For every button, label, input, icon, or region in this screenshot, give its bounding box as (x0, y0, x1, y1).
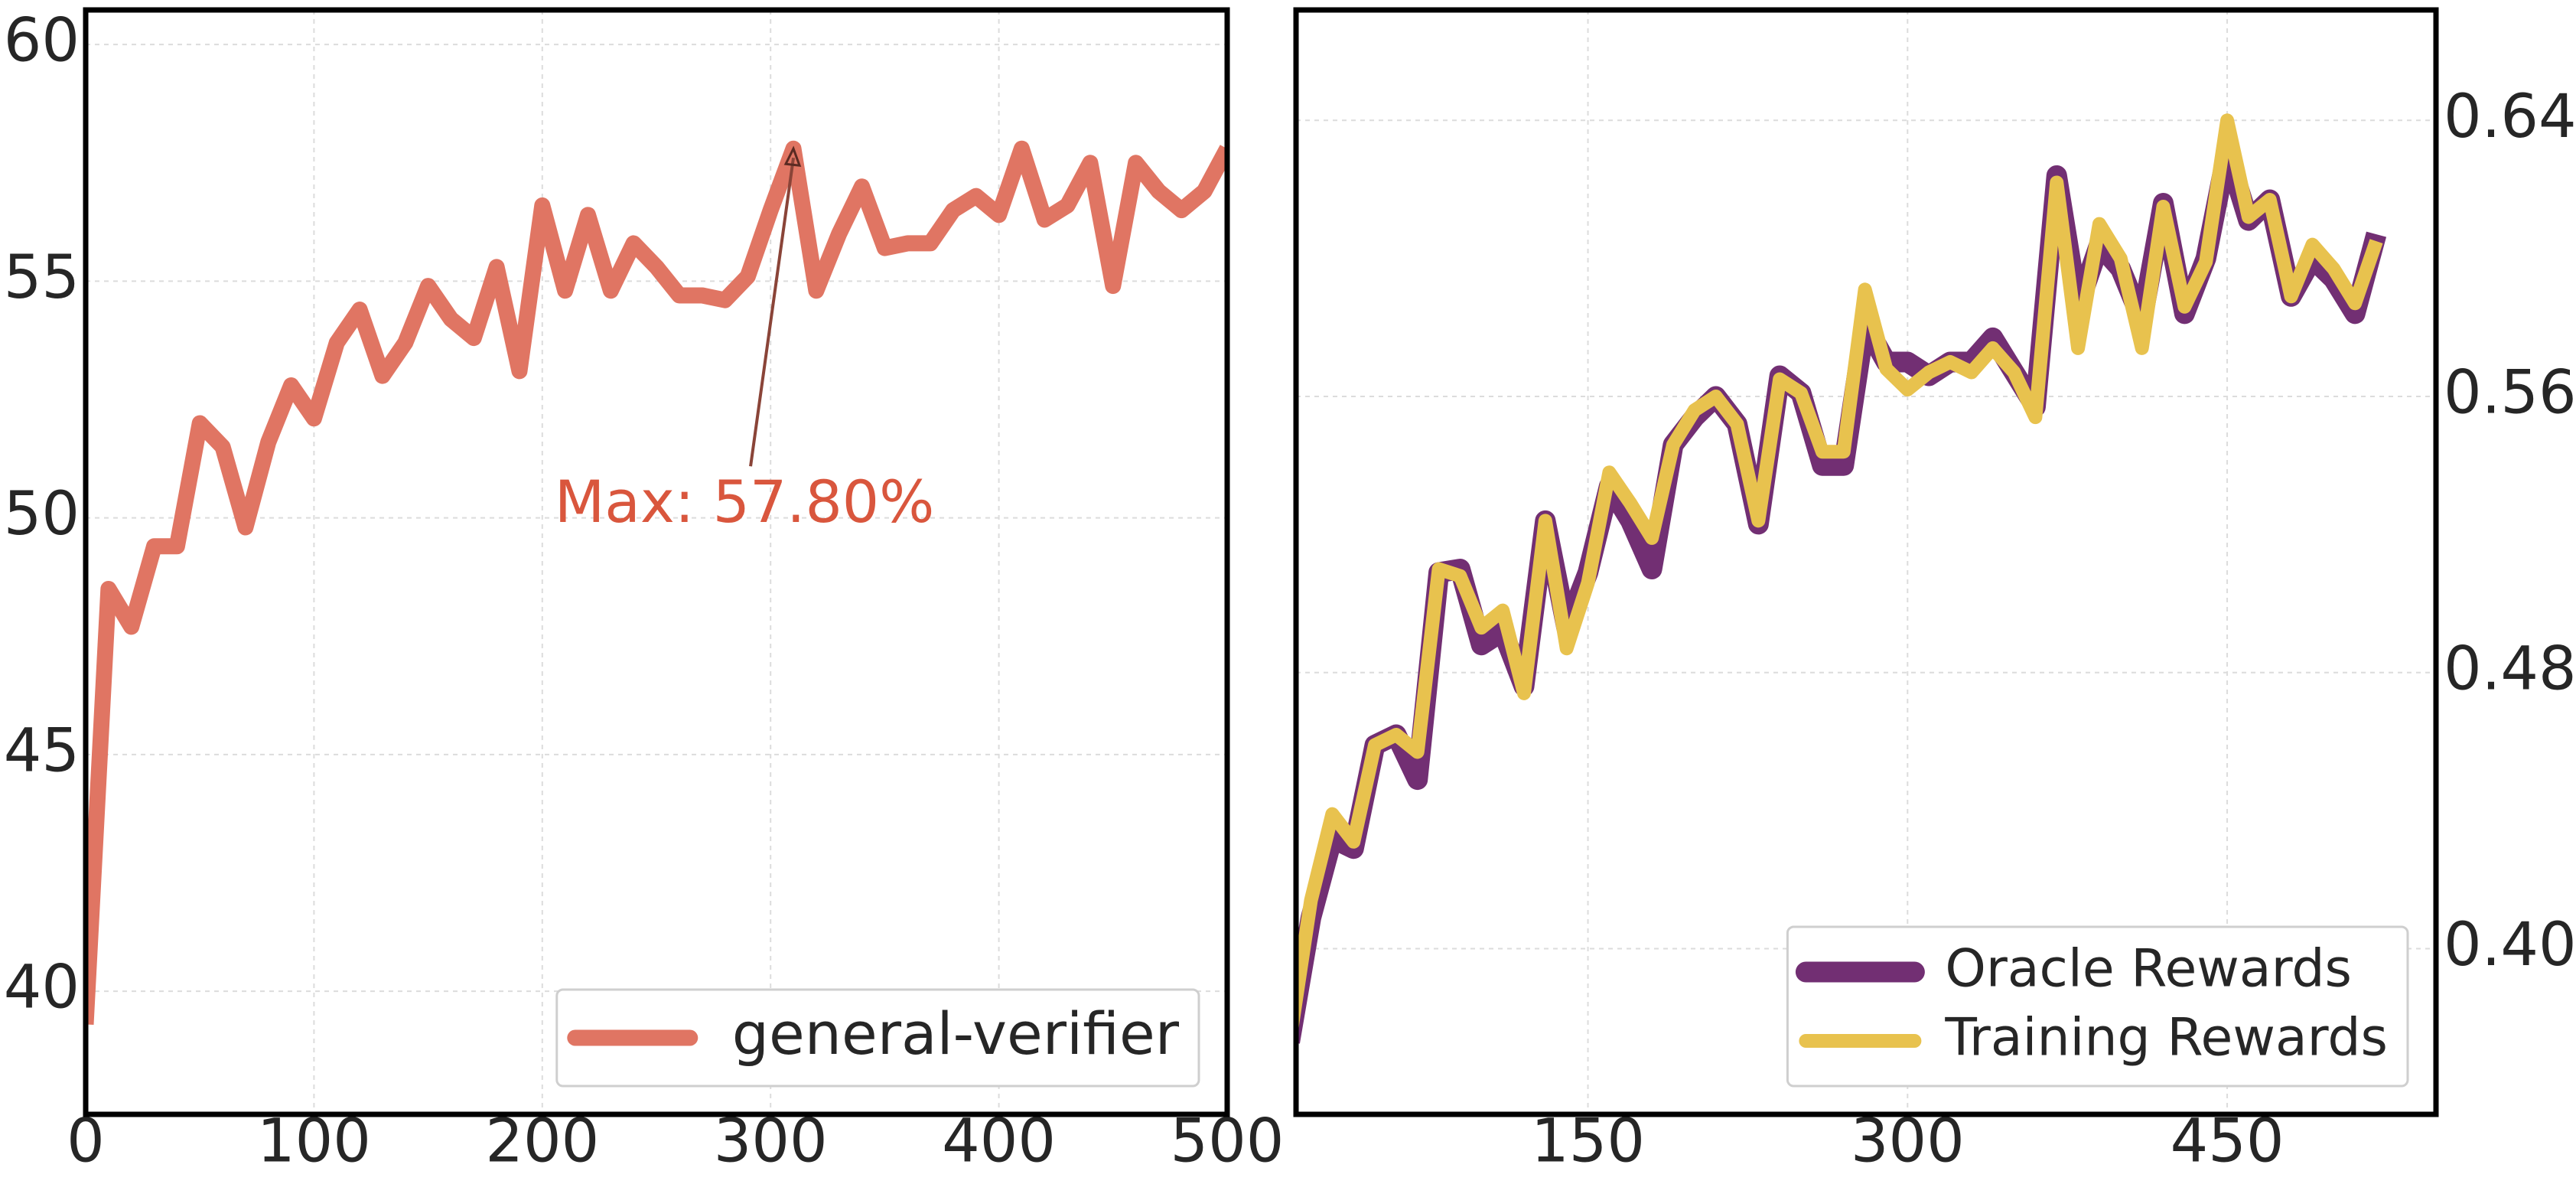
axes-frame (83, 7, 1230, 1117)
plot-area (86, 140, 1227, 1026)
x-tick-label: 400 (942, 1107, 1056, 1176)
x-tick-label: 100 (257, 1107, 371, 1176)
annotation-arrow (749, 157, 796, 467)
annotation-text: Max: 57.80% (555, 468, 935, 536)
y-tick-label: 40 (4, 954, 80, 1023)
legend-label: general-verifier (732, 1000, 1180, 1068)
x-tick-label: 300 (1851, 1107, 1965, 1176)
x-tick-label: 150 (1531, 1107, 1645, 1176)
annotation-arrowhead (783, 145, 802, 167)
y-tick-label: 45 (4, 716, 80, 785)
y-tick-label: 0.64 (2444, 83, 2576, 152)
legend-box (555, 988, 1200, 1088)
data-line (1296, 113, 2383, 1043)
legend: Oracle Rewards Training Rewards (1786, 925, 2409, 1088)
x-tick-label: 200 (485, 1107, 599, 1176)
y-tick-label: 60 (4, 7, 80, 76)
x-tick-label: 300 (714, 1107, 828, 1176)
y-tick-label: 0.48 (2444, 634, 2576, 703)
y-tick-label: 0.56 (2444, 359, 2576, 428)
plot-area (1296, 113, 2387, 1044)
legend-label: Training Rewards (1944, 1008, 2388, 1068)
x-tick-label: 500 (1171, 1107, 1285, 1176)
y-tick-label: 0.40 (2444, 911, 2576, 980)
axes-frame (1293, 7, 2439, 1117)
data-line (86, 140, 1227, 1026)
x-tick-label: 450 (2171, 1107, 2285, 1176)
x-tick-label: 0 (67, 1107, 105, 1176)
y-tick-label: 50 (4, 480, 80, 549)
legend-label: Oracle Rewards (1945, 939, 2352, 1000)
legend: general-verifier (555, 988, 1200, 1088)
legend-box (1786, 925, 2409, 1088)
y-tick-label: 55 (4, 243, 80, 312)
